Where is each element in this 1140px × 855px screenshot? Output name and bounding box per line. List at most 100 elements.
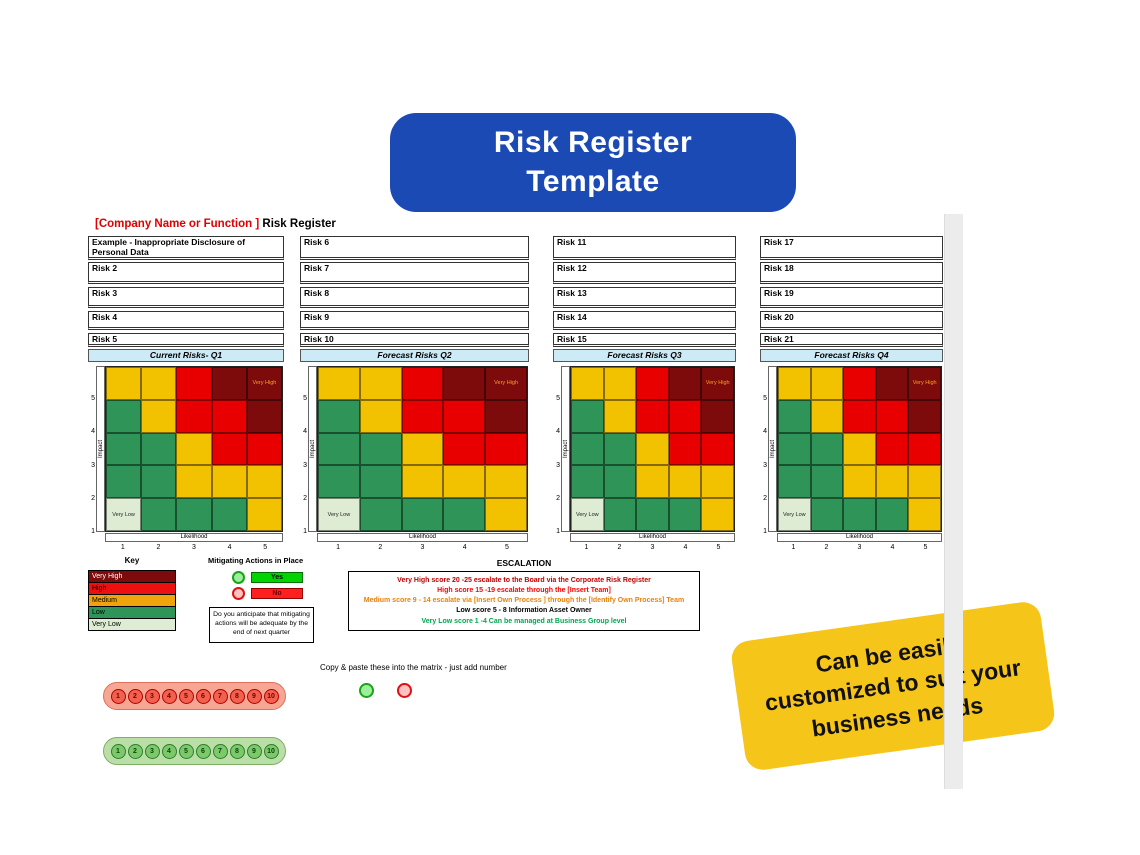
matrix-cell-h	[668, 432, 702, 466]
risk-matrix-q2: 5 4 3 2 1 Impact Very High Very Low Likelihoo…	[300, 366, 529, 556]
matrix-cell-l	[106, 432, 142, 466]
risk-token-green[interactable]: 4	[161, 743, 177, 759]
matrix-cell-h	[668, 399, 702, 433]
yes-button[interactable]: Yes	[251, 572, 303, 583]
mitigating-title: Mitigating Actions in Place	[208, 556, 304, 565]
impact-axis-ticks: 5 4 3 2 1	[760, 366, 768, 536]
matrix-cell-m	[668, 465, 702, 499]
matrix-cell-m	[778, 367, 811, 400]
risk-cell[interactable]: Risk 21	[760, 333, 943, 347]
key-row: Very High	[88, 571, 176, 583]
matrix-cell-l	[318, 399, 360, 433]
risk-cell[interactable]: Risk 10	[300, 333, 529, 347]
risk-token-red[interactable]: 8	[229, 688, 245, 704]
risk-cell[interactable]: Risk 9	[300, 311, 529, 330]
impact-tick: 1	[763, 528, 767, 536]
risk-token-green[interactable]: 8	[229, 743, 245, 759]
green-marker-icon[interactable]	[359, 683, 374, 698]
matrix-cell-m	[359, 399, 402, 433]
impact-tick: 3	[303, 461, 307, 469]
matrix-cell-m	[141, 367, 177, 400]
risk-cell[interactable]: Risk 7	[300, 262, 529, 284]
matrix-cell-m	[810, 367, 844, 400]
risk-token-green[interactable]: 9	[246, 743, 262, 759]
risk-cell[interactable]: Risk 20	[760, 311, 943, 330]
likelihood-tick: 5	[923, 544, 928, 551]
risk-token-green[interactable]: 5	[178, 743, 194, 759]
risk-cell[interactable]: Risk 18	[760, 262, 943, 284]
risk-cell[interactable]: Risk 3	[88, 287, 284, 308]
matrix-cell-h	[485, 432, 527, 466]
matrix-cell-l	[359, 498, 402, 531]
matrix-cell-h	[636, 367, 669, 400]
risk-token-green[interactable]: 2	[127, 743, 143, 759]
company-placeholder: [Company Name or Function ]	[95, 218, 260, 230]
impact-tick: 2	[303, 494, 307, 502]
risk-cell[interactable]: Risk 17	[760, 236, 943, 260]
risk-token-red[interactable]: 6	[195, 688, 211, 704]
matrix-cell-l	[810, 498, 844, 531]
risk-token-red[interactable]: 3	[144, 688, 160, 704]
impact-axis-ticks: 5 4 3 2 1	[300, 366, 308, 535]
risk-cell[interactable]: Risk 6	[300, 236, 529, 260]
matrix-grid: Very High Very Low	[317, 366, 528, 532]
risk-cell[interactable]: Risk 13	[553, 287, 736, 308]
risk-cell[interactable]: Example - Inappropriate Disclosure of Pe…	[88, 236, 284, 260]
matrix-cell-l	[810, 465, 844, 499]
matrix-cell-vh: Very High	[246, 367, 282, 400]
matrix-cell-vh	[485, 399, 527, 433]
escalation-line: Very High score 20 -25 escalate to the B…	[397, 576, 651, 584]
risk-cell[interactable]: Risk 14	[553, 311, 736, 330]
risk-token-red[interactable]: 1	[110, 688, 126, 704]
impact-tick: 5	[763, 395, 767, 403]
risk-cell[interactable]: Risk 4	[88, 311, 284, 330]
matrix-cell-l	[141, 432, 177, 466]
risk-token-red[interactable]: 10	[263, 688, 279, 704]
impact-tick: 5	[303, 395, 307, 403]
risk-token-red[interactable]: 9	[246, 688, 262, 704]
risk-token-green[interactable]: 7	[212, 743, 228, 759]
risk-token-red[interactable]: 2	[127, 688, 143, 704]
matrix-cell-m	[843, 432, 876, 466]
risk-token-red[interactable]: 7	[212, 688, 228, 704]
matrix-cell-l	[603, 498, 637, 531]
likelihood-tick: 1	[120, 544, 125, 551]
risk-token-green[interactable]: 3	[144, 743, 160, 759]
risk-cell[interactable]: Risk 12	[553, 262, 736, 284]
matrix-cell-m	[571, 367, 604, 400]
matrix-cell-l	[359, 465, 402, 499]
red-marker-icon[interactable]	[397, 683, 412, 698]
impact-label-text: Impact	[769, 439, 776, 459]
risk-token-red[interactable]: 5	[178, 688, 194, 704]
likelihood-tick: 1	[336, 544, 341, 551]
risk-cell[interactable]: Risk 11	[553, 236, 736, 260]
key-row: Very Low	[88, 619, 176, 631]
risk-token-green[interactable]: 6	[195, 743, 211, 759]
risk-cell[interactable]: Risk 19	[760, 287, 943, 308]
matrix-cell-h	[211, 399, 247, 433]
risk-token-green[interactable]: 10	[263, 743, 279, 759]
risk-token-green[interactable]: 1	[110, 743, 126, 759]
scrollbar-track[interactable]	[944, 214, 963, 789]
yes-indicator-icon[interactable]	[232, 571, 245, 584]
risk-token-red[interactable]: 4	[161, 688, 177, 704]
risk-cell[interactable]: Risk 15	[553, 333, 736, 347]
matrix-cell-h	[443, 399, 486, 433]
matrix-cell-l	[318, 465, 360, 499]
matrix-cell-h	[401, 367, 444, 400]
very-high-corner-label: Very High	[705, 380, 730, 387]
escalation-line: Medium score 9 - 14 escalate via [Insert…	[363, 597, 685, 605]
risk-matrix-q1: 5 4 3 2 1 Impact Very High Very Low Likelihoo…	[88, 366, 284, 556]
escalation-line: Low score 5 - 8 Information Asset Owner	[456, 607, 592, 615]
very-low-corner-label: Very Low	[327, 511, 351, 518]
matrix-cell-vh: Very High	[485, 367, 527, 400]
risk-cell[interactable]: Risk 2	[88, 262, 284, 284]
risk-cell[interactable]: Risk 8	[300, 287, 529, 308]
red-token-strip: 1 2 3 4 5 6 7 8 9 10	[103, 682, 286, 710]
no-indicator-icon[interactable]	[232, 587, 245, 600]
matrix-cell-l	[636, 498, 669, 531]
matrix-grid: Very High Very Low	[777, 366, 942, 532]
no-button[interactable]: No	[251, 588, 303, 599]
matrix-cell-m	[701, 465, 734, 499]
risk-cell[interactable]: Risk 5	[88, 333, 284, 347]
